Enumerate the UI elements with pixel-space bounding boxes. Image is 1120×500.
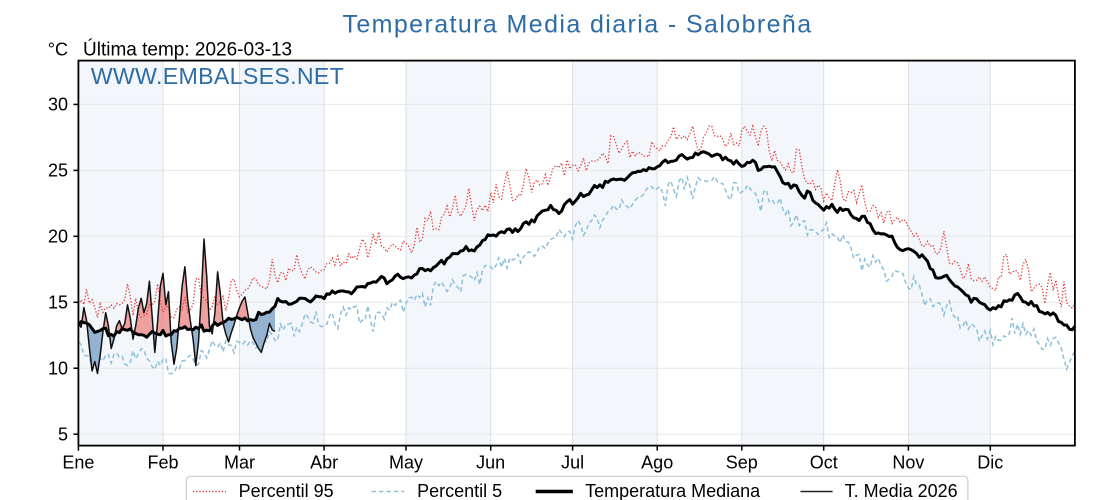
svg-text:T. Media 2026: T. Media 2026 xyxy=(845,481,958,500)
svg-text:10: 10 xyxy=(48,359,68,379)
svg-text:Ago: Ago xyxy=(641,453,673,473)
svg-text:20: 20 xyxy=(48,227,68,247)
svg-text:Dic: Dic xyxy=(977,453,1003,473)
svg-text:Percentil 5: Percentil 5 xyxy=(417,481,502,500)
svg-text:°C: °C xyxy=(48,39,68,59)
svg-text:5: 5 xyxy=(58,425,68,445)
svg-text:15: 15 xyxy=(48,293,68,313)
svg-text:Percentil 95: Percentil 95 xyxy=(239,481,334,500)
svg-text:Abr: Abr xyxy=(310,453,338,473)
svg-text:May: May xyxy=(389,453,423,473)
svg-text:Temperatura Mediana: Temperatura Mediana xyxy=(585,481,761,500)
svg-text:Última temp: 2026-03-13: Última temp: 2026-03-13 xyxy=(83,38,292,60)
svg-text:25: 25 xyxy=(48,161,68,181)
svg-text:WWW.EMBALSES.NET: WWW.EMBALSES.NET xyxy=(91,63,344,89)
svg-text:30: 30 xyxy=(48,95,68,115)
svg-text:Oct: Oct xyxy=(810,453,838,473)
svg-text:Feb: Feb xyxy=(147,453,178,473)
svg-text:Temperatura Media diaria - Sal: Temperatura Media diaria - Salobreña xyxy=(342,11,812,39)
svg-text:Jun: Jun xyxy=(476,453,505,473)
svg-text:Jul: Jul xyxy=(561,453,584,473)
svg-text:Sep: Sep xyxy=(726,453,758,473)
svg-text:Ene: Ene xyxy=(62,453,94,473)
svg-text:Nov: Nov xyxy=(892,453,924,473)
svg-text:Mar: Mar xyxy=(224,453,255,473)
